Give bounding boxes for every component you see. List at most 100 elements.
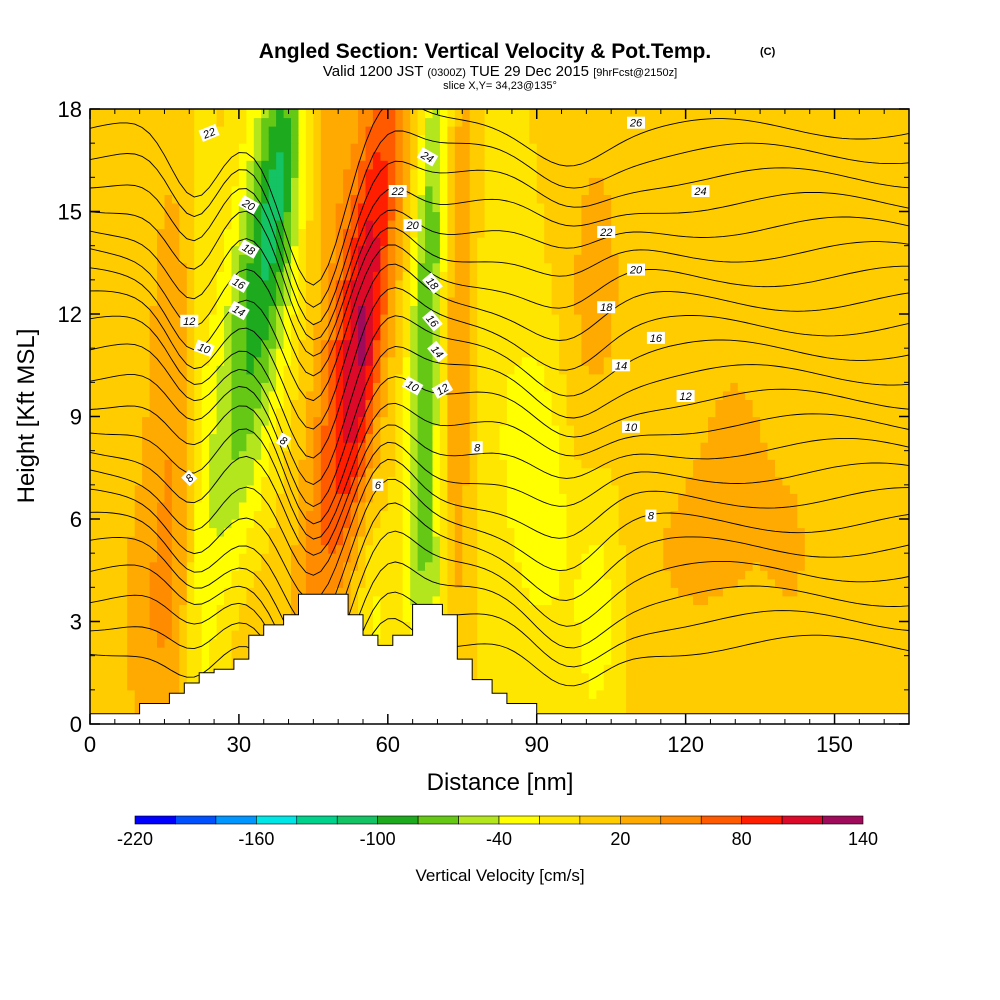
field-cell	[142, 348, 151, 358]
field-cell	[641, 706, 649, 716]
field-cell	[894, 604, 903, 614]
field-cell	[581, 339, 590, 349]
field-cell	[417, 519, 426, 529]
field-cell	[90, 416, 98, 426]
field-cell	[871, 519, 880, 529]
field-cell	[484, 390, 493, 400]
field-cell	[358, 373, 366, 383]
field-cell	[395, 484, 404, 494]
field-cell	[760, 433, 769, 443]
field-cell	[871, 664, 880, 674]
field-cell	[886, 595, 895, 605]
field-cell	[685, 527, 694, 537]
field-cell	[864, 698, 873, 708]
field-cell	[186, 382, 195, 392]
field-cell	[700, 621, 709, 631]
field-cell	[700, 450, 709, 460]
field-cell	[663, 408, 672, 418]
field-cell	[641, 433, 649, 443]
field-cell	[238, 408, 247, 418]
field-cell	[730, 459, 739, 469]
field-cell	[365, 527, 374, 537]
field-cell	[521, 698, 530, 708]
field-cell	[343, 578, 352, 588]
field-cell	[611, 604, 620, 614]
field-cell	[127, 621, 136, 631]
field-cell	[261, 595, 270, 605]
field-cell	[186, 425, 195, 435]
field-cell	[611, 698, 620, 708]
field-cell	[559, 630, 568, 640]
field-cell	[521, 501, 530, 511]
field-cell	[551, 425, 560, 435]
field-cell	[246, 425, 255, 435]
field-cell	[685, 681, 694, 691]
field-cell	[722, 339, 731, 349]
field-cell	[819, 425, 828, 435]
field-cell	[469, 476, 478, 486]
field-cell	[194, 373, 203, 383]
field-cell	[127, 399, 136, 409]
field-cell	[633, 373, 642, 383]
field-cell	[142, 578, 151, 588]
field-cell	[380, 561, 389, 571]
field-cell	[633, 356, 642, 366]
field-cell	[157, 459, 165, 469]
field-cell	[871, 348, 880, 358]
field-cell	[104, 382, 113, 392]
field-cell	[395, 493, 404, 503]
field-cell	[104, 459, 113, 469]
field-cell	[499, 493, 508, 503]
field-cell	[581, 442, 590, 452]
field-cell	[253, 510, 262, 520]
field-cell	[626, 698, 635, 708]
field-cell	[335, 382, 344, 392]
field-cell	[447, 365, 456, 375]
field-cell	[216, 570, 225, 580]
field-cell	[276, 348, 285, 358]
field-cell	[544, 416, 553, 426]
field-cell	[611, 553, 620, 563]
field-cell	[171, 450, 180, 460]
field-cell	[320, 365, 329, 375]
field-cell	[529, 425, 538, 435]
field-cell	[499, 408, 508, 418]
field-cell	[134, 365, 143, 375]
field-cell	[514, 553, 523, 563]
field-cell	[112, 373, 121, 383]
field-cell	[179, 348, 188, 358]
field-cell	[685, 476, 694, 486]
field-cell	[871, 416, 880, 426]
field-cell	[447, 373, 456, 383]
field-cell	[864, 450, 873, 460]
field-cell	[789, 399, 798, 409]
field-cell	[387, 382, 396, 392]
field-cell	[782, 408, 791, 418]
field-cell	[529, 348, 538, 358]
field-cell	[782, 484, 791, 494]
field-cell	[142, 595, 151, 605]
field-cell	[670, 425, 679, 435]
field-cell	[90, 501, 98, 511]
field-cell	[655, 356, 664, 366]
field-cell	[842, 459, 850, 469]
field-cell	[574, 493, 582, 503]
field-cell	[789, 578, 798, 588]
field-cell	[506, 484, 515, 494]
field-cell	[827, 493, 836, 503]
field-cell	[685, 365, 694, 375]
field-cell	[209, 578, 218, 588]
field-cell	[171, 356, 180, 366]
field-cell	[708, 672, 716, 682]
field-cell	[335, 339, 344, 349]
field-cell	[365, 621, 374, 631]
field-cell	[641, 613, 649, 623]
field-cell	[767, 433, 776, 443]
field-cell	[432, 484, 441, 494]
field-cell	[849, 339, 858, 349]
field-cell	[536, 578, 545, 588]
field-cell	[760, 655, 769, 665]
field-cell	[648, 647, 657, 657]
field-cell	[492, 510, 501, 520]
field-cell	[752, 373, 761, 383]
